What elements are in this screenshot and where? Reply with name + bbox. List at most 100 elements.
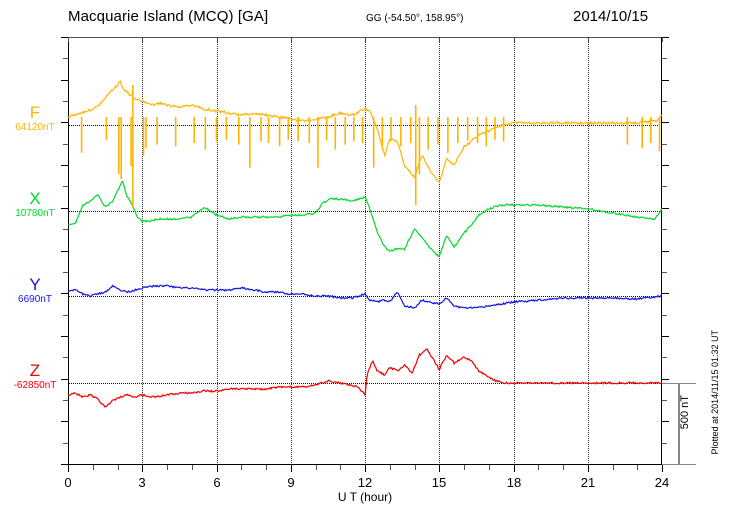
- y-tick-right: [662, 186, 667, 187]
- y-tick: [61, 464, 68, 465]
- plotted-at-label: Plotted at 2014/11/15 01:32 UT: [710, 330, 720, 455]
- gridline-vertical: [217, 37, 218, 465]
- y-tick: [63, 58, 68, 59]
- y-tick-right: [662, 443, 667, 444]
- component-value-y: 6690nT: [18, 294, 52, 305]
- x-tick: [563, 465, 564, 470]
- gridline-vertical: [365, 37, 366, 465]
- y-tick: [61, 379, 68, 380]
- y-tick-right: [662, 357, 667, 358]
- y-tick-right: [662, 379, 669, 380]
- y-axis-line: [68, 37, 69, 465]
- x-tick: [118, 465, 119, 470]
- x-tick: [390, 465, 391, 470]
- y-tick: [61, 421, 68, 422]
- y-tick: [63, 443, 68, 444]
- x-tick: [241, 465, 242, 470]
- y-tick: [63, 144, 68, 145]
- trace-z: [67, 348, 663, 408]
- trace-y: [67, 284, 663, 310]
- y-tick: [61, 122, 68, 123]
- x-tick: [637, 465, 638, 470]
- x-tick-label: 6: [213, 475, 221, 490]
- y-tick: [61, 293, 68, 294]
- plot-right-border: [661, 37, 662, 465]
- y-tick-right: [662, 101, 667, 102]
- x-tick: [340, 465, 341, 470]
- gridline-vertical: [588, 37, 589, 465]
- y-tick: [61, 37, 68, 38]
- y-tick: [61, 80, 68, 81]
- gridline-vertical: [142, 37, 143, 465]
- x-tick: [662, 465, 663, 472]
- x-tick: [588, 465, 589, 472]
- y-tick-right: [662, 251, 669, 252]
- x-tick: [316, 465, 317, 470]
- geographic-coordinates: GG (-54.50°, 158.95°): [366, 13, 464, 24]
- x-tick: [167, 465, 168, 470]
- component-value-x: 10780nT: [15, 208, 55, 219]
- y-tick: [63, 101, 68, 102]
- gridline-vertical: [439, 37, 440, 465]
- x-tick: [514, 465, 515, 472]
- y-tick-right: [662, 58, 667, 59]
- component-symbol-x: X: [29, 189, 41, 208]
- y-tick: [63, 272, 68, 273]
- x-axis-title: U T (hour): [337, 490, 393, 504]
- y-tick-right: [662, 315, 667, 316]
- x-tick: [365, 465, 366, 472]
- component-value-f: 64120nT: [15, 122, 55, 133]
- scale-bar: [678, 383, 680, 465]
- y-tick: [63, 186, 68, 187]
- x-tick: [266, 465, 267, 470]
- y-tick-right: [662, 400, 667, 401]
- x-tick: [415, 465, 416, 470]
- baseline-f: [68, 125, 662, 126]
- component-label-z: Z -62850nT: [4, 362, 66, 392]
- y-tick-right: [662, 144, 667, 145]
- x-tick-label: 15: [431, 475, 447, 490]
- component-value-z: -62850nT: [13, 380, 57, 391]
- x-tick: [538, 465, 539, 470]
- scale-bar-bottom-cap: [662, 464, 696, 465]
- x-tick: [291, 465, 292, 472]
- x-tick: [489, 465, 490, 470]
- y-tick: [61, 251, 68, 252]
- baseline-x: [68, 211, 662, 212]
- x-tick-label: 18: [506, 475, 522, 490]
- x-tick-label: 21: [580, 475, 596, 490]
- x-tick: [464, 465, 465, 470]
- component-symbol-f: F: [29, 103, 41, 122]
- y-tick: [61, 165, 68, 166]
- gridline-vertical: [514, 37, 515, 465]
- observation-date: 2014/10/15: [573, 8, 649, 25]
- x-tick-top: [68, 37, 69, 42]
- trace-x: [67, 180, 663, 258]
- y-tick: [61, 336, 68, 337]
- y-tick-right: [662, 80, 669, 81]
- x-tick: [68, 465, 69, 472]
- component-label-x: X 10780nT: [4, 190, 66, 220]
- y-tick-right: [662, 421, 669, 422]
- y-tick: [63, 357, 68, 358]
- baseline-z: [68, 383, 662, 384]
- component-symbol-z: Z: [29, 361, 41, 380]
- x-tick: [439, 465, 440, 472]
- y-tick-right: [662, 37, 669, 38]
- x-tick: [93, 465, 94, 470]
- y-tick: [63, 315, 68, 316]
- x-tick-label: 9: [287, 475, 295, 490]
- x-tick-label: 12: [357, 475, 373, 490]
- page-title: Macquarie Island (MCQ) [GA]: [68, 8, 269, 25]
- baseline-y: [68, 296, 662, 297]
- plot-area: 0 3 6 9 12 15 18 21 24: [61, 37, 669, 490]
- component-label-y: Y 6690nT: [4, 276, 66, 306]
- x-tick-label: 3: [138, 475, 146, 490]
- y-tick-right: [662, 165, 669, 166]
- x-tick-top: [662, 37, 663, 42]
- trace-layer: [67, 80, 663, 408]
- x-tick: [192, 465, 193, 470]
- y-tick: [63, 400, 68, 401]
- scale-bar-label: 500 nT: [679, 395, 691, 430]
